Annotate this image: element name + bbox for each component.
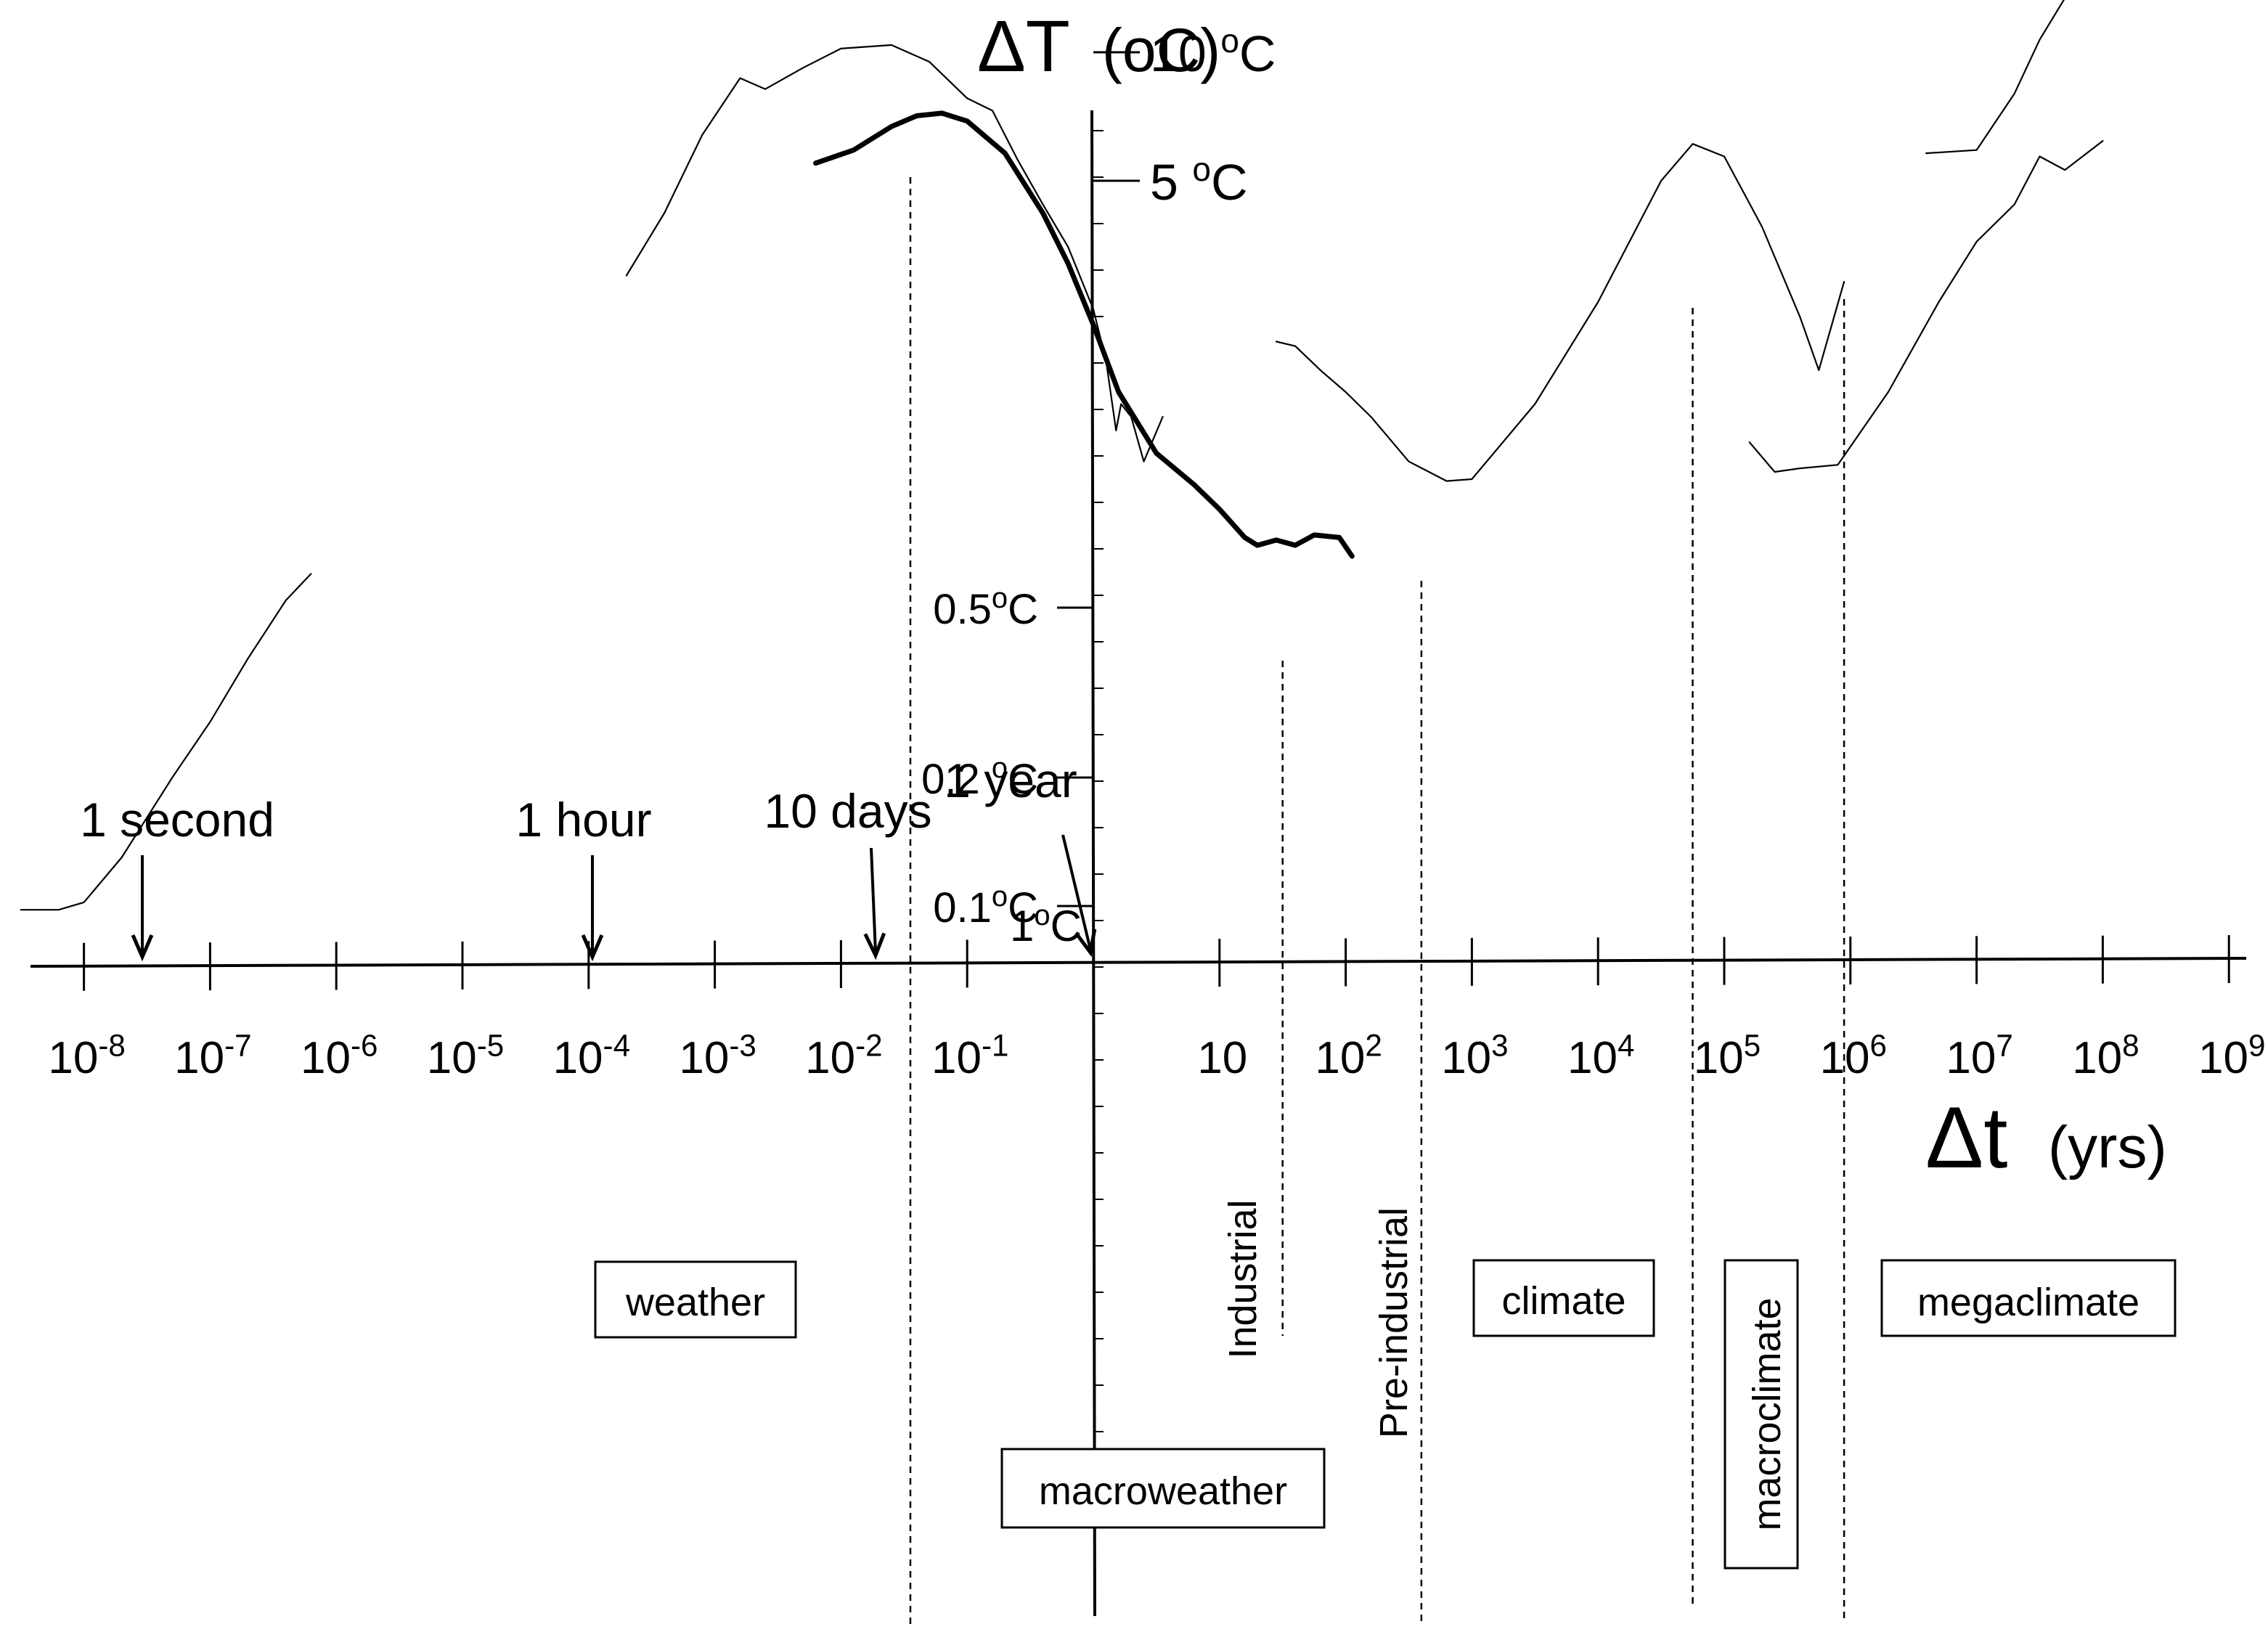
time-marker-label: 1 year xyxy=(944,754,1077,807)
series-line xyxy=(20,573,312,911)
x-tick-label: 105 xyxy=(1694,1028,1761,1083)
y-tick-label: 1oC xyxy=(1010,899,1082,950)
time-marker-arrow-head xyxy=(581,934,604,962)
y-tick-label: 0.2 oC xyxy=(921,752,1038,803)
y-axis-unit: (oC) xyxy=(1102,16,1220,84)
y-axis-symbol: ΔT xyxy=(977,6,1069,87)
series-line xyxy=(1275,143,1845,482)
regime-label: climate xyxy=(1501,1279,1625,1323)
regime-labels: weather macroweather Industrial Pre-industr… xyxy=(594,1199,2177,1570)
x-tick-label: 10 xyxy=(1197,1033,1247,1083)
x-tick-label: 10-3 xyxy=(679,1028,756,1083)
regime-box xyxy=(1724,1259,1799,1570)
regime-label: weather xyxy=(625,1281,765,1324)
x-tick-label: 102 xyxy=(1315,1028,1382,1083)
x-tick-label: 10-6 xyxy=(301,1028,378,1083)
regime-box xyxy=(1880,1259,2177,1337)
y-tick-label: 5 oC xyxy=(1150,150,1248,211)
series-line xyxy=(1925,0,2065,155)
time-marker-arrow-shaft xyxy=(870,847,877,953)
regime-box xyxy=(1000,1448,1326,1529)
series-line xyxy=(1748,140,2104,473)
x-tick-label: 107 xyxy=(1946,1028,2012,1083)
time-marker-label: 10 days xyxy=(764,784,931,838)
series-line xyxy=(625,44,1164,462)
regime-label: macroclimate xyxy=(1745,1297,1789,1530)
regime-label: Pre-industrial xyxy=(1372,1207,1416,1438)
x-axis-symbol: Δt xyxy=(1925,1089,2008,1186)
time-marker-arrow-shaft xyxy=(1061,834,1092,950)
regime-label: macroweather xyxy=(1039,1469,1287,1513)
x-tick-label: 108 xyxy=(2072,1028,2139,1083)
time-marker-label: 1 hour xyxy=(515,793,651,846)
y-axis-title: ΔT (oC) xyxy=(977,6,1220,87)
x-tick-label: 10-5 xyxy=(427,1028,504,1083)
y-tick-label: 0.5oC xyxy=(933,582,1038,633)
x-ticks: 10-8 10-7 10-6 10-5 10-4 10-3 10-2 10-1 10 102 103… xyxy=(48,935,2265,1083)
x-tick-label: 10-2 xyxy=(805,1028,882,1083)
x-tick-label: 104 xyxy=(1567,1028,1634,1083)
time-marker-arrow-head xyxy=(863,932,886,960)
x-tick-label: 106 xyxy=(1820,1028,1887,1083)
series-group xyxy=(20,0,2104,911)
time-marker-arrow-head xyxy=(131,934,154,962)
x-tick-label: 109 xyxy=(2198,1028,2265,1083)
regime-label: Industrial xyxy=(1221,1199,1265,1358)
x-tick-label: 10-4 xyxy=(553,1028,630,1083)
regime-box xyxy=(594,1260,797,1339)
x-tick-label: 10-1 xyxy=(931,1028,1008,1083)
x-axis-unit: (yrs) xyxy=(2048,1114,2167,1180)
regime-box xyxy=(1472,1259,1655,1337)
x-axis-title: Δt (yrs) xyxy=(1925,1089,2167,1186)
x-tick-label: 10-7 xyxy=(174,1028,251,1083)
x-tick-label: 103 xyxy=(1441,1028,1508,1083)
y-axis-line xyxy=(1090,110,1096,1617)
x-tick-label: 10-8 xyxy=(48,1028,125,1083)
y-tick-label: 0.1oC xyxy=(933,881,1038,931)
y-tick-label: 10 oC xyxy=(1150,22,1276,82)
x-axis-line xyxy=(30,957,2247,968)
regime-boundaries xyxy=(909,177,1845,1626)
series-line xyxy=(813,110,1355,559)
time-marker-label: 1 second xyxy=(80,793,274,846)
time-marker-arrow-head xyxy=(1074,929,1097,958)
regime-label: megaclimate xyxy=(1917,1281,2139,1324)
